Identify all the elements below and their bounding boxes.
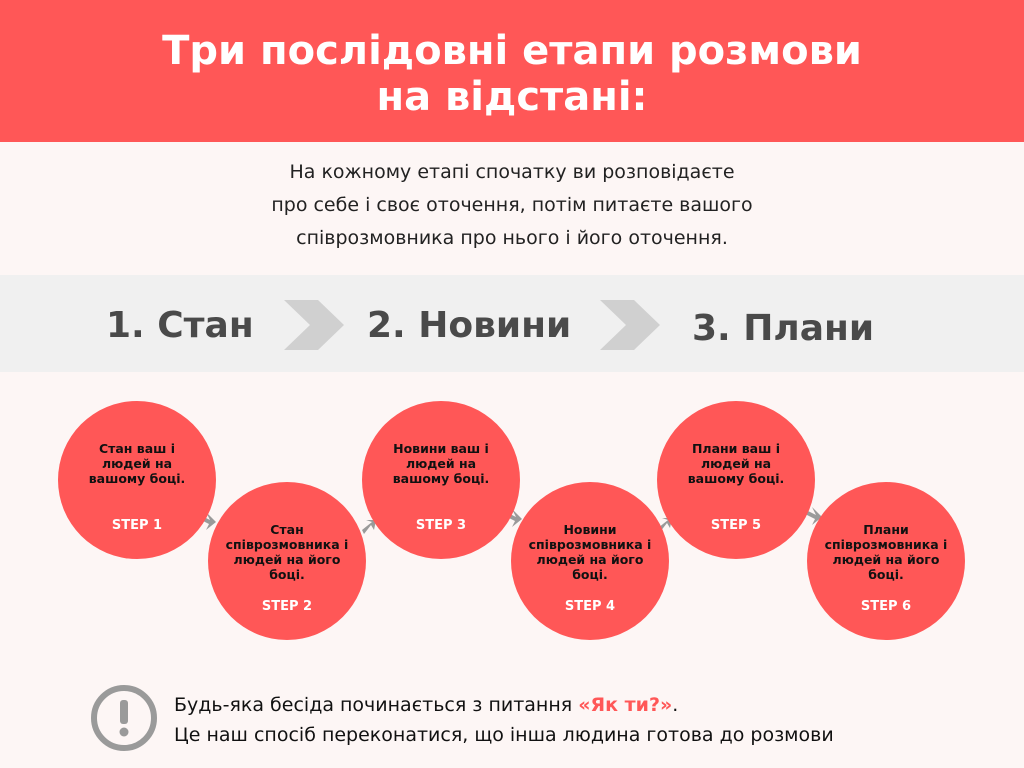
step-label: STEP 2 [261,599,313,614]
intro: На кожному етапі спочатку ви розповідаєт… [0,156,1024,255]
intro-line: співрозмовника про нього і його оточення… [296,227,728,249]
step-circle: Стан ваш і людей на вашому боці. STEP 1 [58,401,216,559]
step-circle: Новини співрозмовника і людей на його бо… [511,482,669,640]
footer-text: Будь-яка бесіда починається з питання [174,694,579,716]
step-circle: Плани ваш і людей на вашому боці. STEP 5 [657,401,815,559]
title-line: на відстані: [376,74,648,120]
intro-line: На кожному етапі спочатку ви розповідаєт… [289,161,735,183]
header: Три послідовні етапи розмови на відстані… [0,0,1024,142]
step-text: Новини співрозмовника і людей на його бо… [528,522,652,582]
step-text: Стан співрозмовника і людей на його боці… [225,522,349,582]
alert-icon [91,685,157,751]
step-circle: Плани співрозмовника і людей на його боц… [807,482,965,640]
footer-line: Будь-яка бесіда починається з питання «Я… [174,690,834,720]
footer-text: . [672,694,679,716]
step-label: STEP 4 [564,599,616,614]
title-line: Три послідовні етапи розмови [162,28,862,74]
stage: 1. Стан [106,305,254,346]
stage: 2. Новини [367,305,572,346]
stage-band [0,275,1024,372]
intro-line: про себе і своє оточення, потім питаєте … [271,194,753,216]
stage: 3. Плани [692,308,875,349]
step-text: Стан ваш і людей на вашому боці. [88,441,186,486]
alert-icon [120,700,128,724]
step-circle: Стан співрозмовника і людей на його боці… [208,482,366,640]
step-text: Плани ваш і людей на вашому боці. [687,441,785,486]
step-label: STEP 3 [415,518,467,533]
step-circle: Новини ваш і людей на вашому боці. STEP 3 [362,401,520,559]
step-text: Плани співрозмовника і людей на його боц… [824,522,948,582]
chevron [284,300,344,350]
footer: Будь-яка бесіда починається з питання «Я… [174,690,834,750]
step-label: STEP 5 [710,518,762,533]
footer-line: Це наш спосіб переконатися, що інша люди… [174,724,834,746]
alert-icon [119,727,129,737]
step-label: STEP 6 [860,599,912,614]
step-label: STEP 1 [111,518,163,533]
chevron [600,300,660,350]
footer-highlight: «Як ти?» [578,694,673,716]
step-text: Новини ваш і людей на вашому боці. [392,441,490,486]
